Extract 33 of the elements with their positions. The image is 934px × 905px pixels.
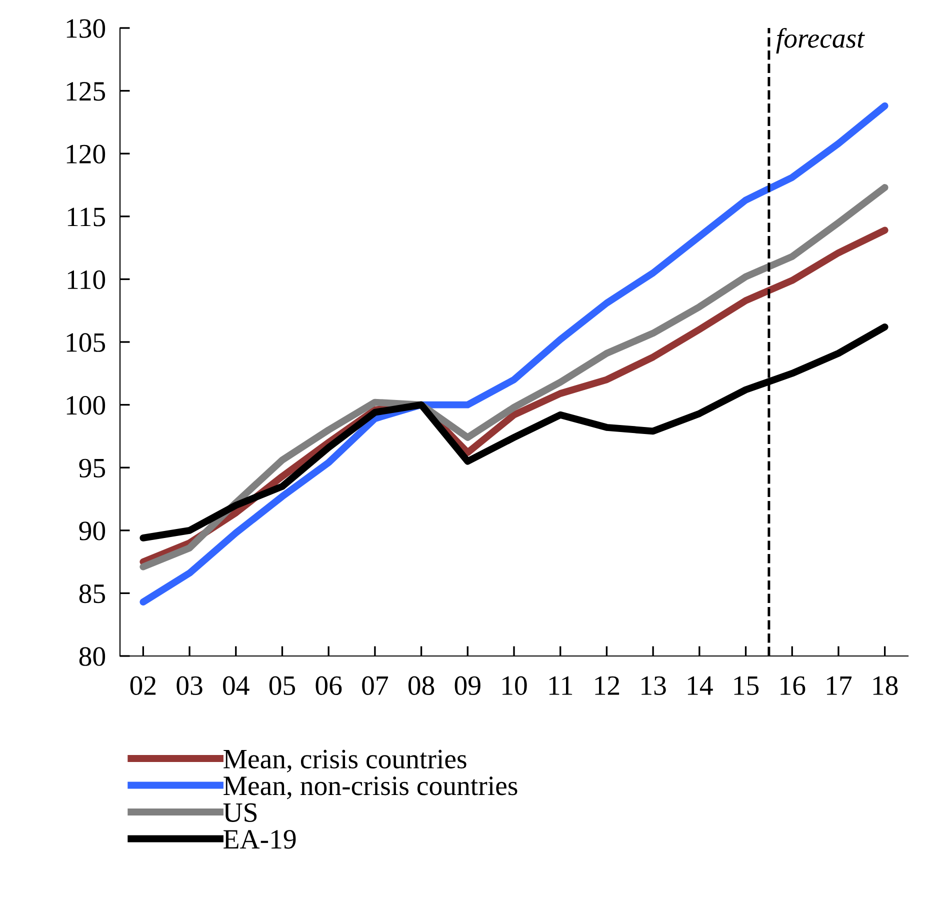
- legend-label: US: [223, 803, 257, 822]
- x-tick-label: 15: [734, 676, 759, 695]
- y-tick-label: 120: [66, 144, 106, 164]
- legend-label: EA-19: [224, 830, 296, 849]
- y-tick-label: 105: [66, 333, 106, 352]
- x-tick-label: 18: [873, 676, 898, 695]
- x-tick-label: 12: [595, 676, 620, 695]
- ref-line-label: forecast: [776, 28, 865, 54]
- x-tick-label: 07: [362, 676, 388, 695]
- x-tick-label: 08: [408, 676, 434, 695]
- x-tick-label: 16: [780, 676, 806, 695]
- x-tick-label: 10: [502, 676, 527, 695]
- x-tick-label: 03: [176, 676, 202, 695]
- y-tick-label: 110: [68, 270, 106, 290]
- y-tick-label: 100: [66, 396, 106, 415]
- x-tick-label: 04: [223, 676, 250, 695]
- x-tick-label: 09: [454, 676, 480, 695]
- x-tick-label: 11: [549, 676, 572, 695]
- x-tick-label: 14: [688, 676, 713, 695]
- y-tick-label: 80: [79, 647, 106, 666]
- x-tick-label: 02: [130, 676, 156, 695]
- x-tick-label: 13: [642, 676, 666, 695]
- y-tick-label: 95: [79, 458, 106, 478]
- x-tick-label: 05: [269, 676, 296, 695]
- legend-label: Mean, crisis countries: [224, 750, 466, 772]
- x-tick-label: 06: [316, 676, 342, 695]
- y-tick-label: 130: [66, 19, 106, 38]
- y-tick-label: 85: [79, 584, 106, 604]
- legend-label: Mean, non-crisis countries: [224, 776, 518, 800]
- x-tick-label: 17: [827, 676, 852, 695]
- y-tick-label: 125: [66, 82, 106, 101]
- y-tick-label: 90: [79, 522, 106, 540]
- y-tick-label: 115: [68, 208, 106, 226]
